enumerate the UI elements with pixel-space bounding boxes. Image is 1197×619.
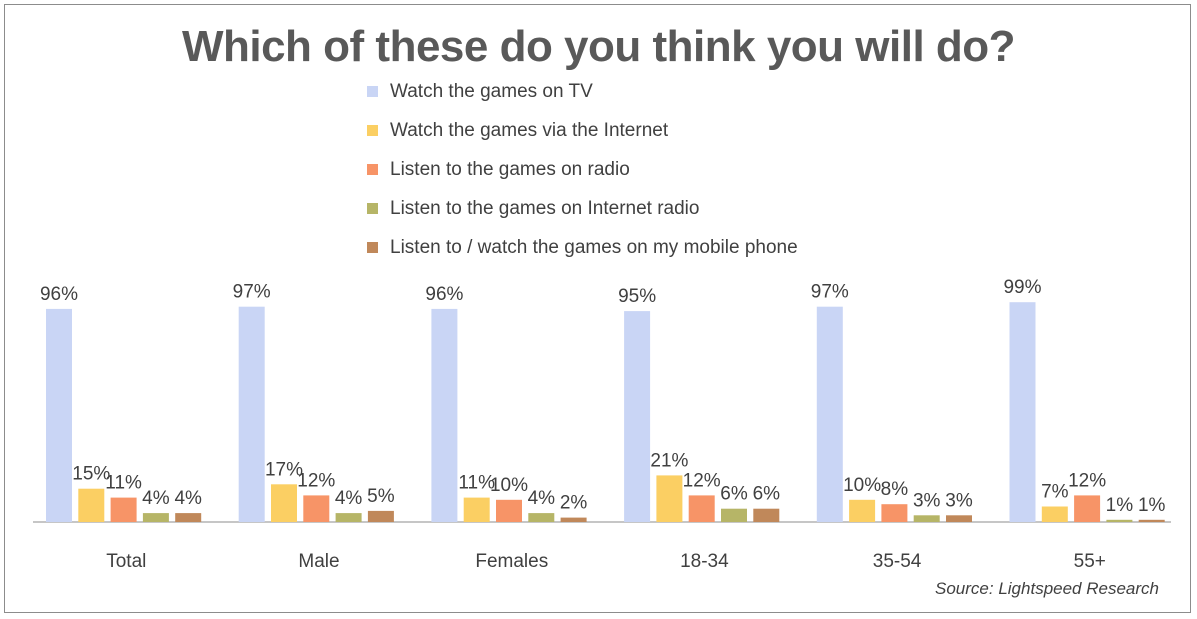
bar-females-series-2 [463, 497, 490, 522]
category-label: Females [475, 551, 548, 572]
bar-35-54-series-3 [881, 504, 908, 522]
legend-label-internet-radio: Listen to the games on Internet radio [390, 197, 700, 219]
data-label: 97% [811, 282, 849, 303]
legend-swatch-mobile [367, 242, 378, 253]
data-label: 15% [72, 464, 110, 485]
bar-55--series-4 [1106, 519, 1133, 522]
data-label: 2% [560, 493, 588, 514]
bar-55--series-5 [1138, 519, 1165, 522]
legend-item-tv: Watch the games on TV [367, 72, 798, 111]
bar-35-54-series-1 [816, 306, 843, 522]
data-label: 21% [650, 450, 688, 471]
chart-title: Which of these do you think you will do? [181, 22, 1016, 71]
data-label: 17% [265, 459, 303, 480]
data-label: 10% [843, 475, 881, 496]
data-label: 6% [720, 484, 748, 505]
data-label: 99% [1003, 277, 1041, 298]
data-label: 5% [367, 486, 395, 507]
bar-18-34-series-5 [753, 508, 780, 522]
data-label: 7% [1041, 482, 1069, 503]
bar-55--series-3 [1074, 495, 1101, 522]
category-label: Total [106, 551, 146, 572]
legend-item-internet: Watch the games via the Internet [367, 111, 798, 150]
category-label: 55+ [1074, 551, 1106, 572]
bar-18-34-series-4 [721, 508, 747, 522]
legend-label-radio: Listen to the games on radio [390, 158, 630, 180]
chart-legend: Watch the games on TV Watch the games vi… [367, 72, 798, 267]
bar-55--series-2 [1041, 506, 1068, 522]
bar-male-series-1 [238, 306, 265, 522]
category-label: Male [298, 551, 339, 572]
bar-females-series-5 [560, 517, 587, 522]
data-label: 11% [105, 473, 142, 494]
bar-35-54-series-4 [913, 515, 940, 522]
bar-females-series-1 [431, 308, 458, 522]
bar-55--series-1 [1009, 302, 1036, 522]
data-label: 4% [174, 488, 202, 509]
legend-label-tv: Watch the games on TV [390, 80, 593, 102]
data-label: 6% [753, 484, 781, 505]
data-label: 8% [881, 479, 909, 500]
legend-label-mobile: Listen to / watch the games on my mobile… [390, 236, 798, 258]
category-label: 35-54 [873, 551, 922, 572]
data-label: 4% [335, 488, 363, 509]
data-label: 4% [142, 488, 170, 509]
legend-item-internet-radio: Listen to the games on Internet radio [367, 189, 798, 228]
bar-male-series-4 [335, 513, 362, 522]
bar-total-series-4 [142, 513, 169, 522]
data-label: 3% [913, 490, 941, 511]
bar-18-34-series-3 [688, 495, 715, 522]
data-label: 3% [945, 490, 973, 511]
legend-swatch-internet [367, 125, 378, 136]
bar-females-series-3 [496, 499, 522, 522]
bar-total-series-2 [78, 488, 105, 522]
bar-35-54-series-5 [946, 515, 972, 522]
data-label: 1% [1138, 495, 1166, 516]
bar-females-series-4 [528, 513, 555, 522]
legend-swatch-tv [367, 86, 378, 97]
legend-item-mobile: Listen to / watch the games on my mobile… [367, 228, 798, 267]
bar-18-34-series-1 [624, 311, 651, 522]
data-label: 10% [490, 475, 528, 496]
bar-18-34-series-2 [656, 475, 683, 522]
bar-total-series-3 [110, 497, 137, 522]
source-note: Source: Lightspeed Research [935, 579, 1159, 598]
data-label: 96% [425, 284, 463, 305]
bar-total-series-5 [175, 513, 202, 522]
data-label: 11% [458, 473, 495, 494]
bar-male-series-2 [271, 484, 297, 522]
bar-male-series-3 [303, 495, 330, 522]
chart-frame [4, 4, 1191, 613]
data-label: 12% [297, 470, 335, 491]
data-label: 12% [683, 470, 721, 491]
legend-item-radio: Listen to the games on radio [367, 150, 798, 189]
data-label: 96% [40, 284, 78, 305]
bar-35-54-series-2 [849, 499, 876, 522]
legend-swatch-internet-radio [367, 203, 378, 214]
data-label: 97% [233, 282, 271, 303]
data-label: 95% [618, 286, 656, 307]
data-label: 1% [1106, 495, 1134, 516]
legend-swatch-radio [367, 164, 378, 175]
category-label: 18-34 [680, 551, 729, 572]
legend-label-internet: Watch the games via the Internet [390, 119, 669, 141]
bar-male-series-5 [367, 510, 394, 522]
data-label: 4% [528, 488, 556, 509]
bar-total-series-1 [46, 308, 72, 522]
data-label: 12% [1068, 470, 1106, 491]
